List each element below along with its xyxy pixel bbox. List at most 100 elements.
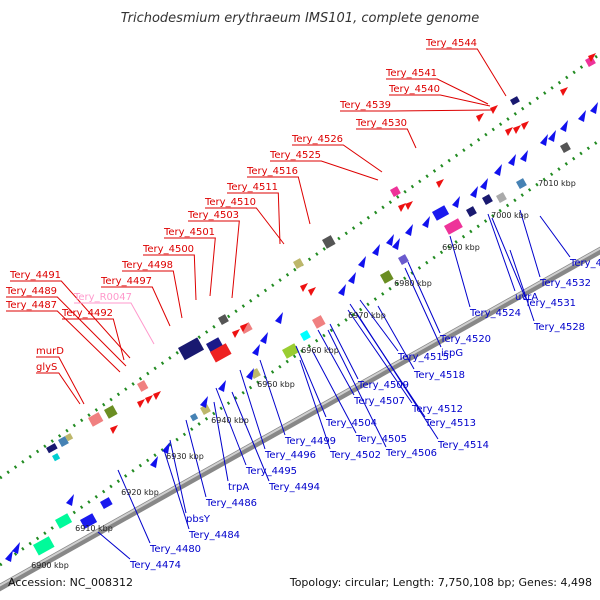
forward-gene-8 (218, 314, 229, 325)
leader-tery_4525 (270, 160, 379, 181)
leader-tery_4503 (188, 220, 240, 299)
reverse-arrow-16 (386, 234, 394, 246)
gene-label-pbsy: pbsY (186, 514, 211, 525)
reverse-gene-13 (516, 178, 527, 189)
leader-tery_4528 (509, 249, 535, 322)
leader-tery_4541 (386, 78, 489, 105)
gene-label-tery_4503: Tery_4503 (187, 210, 239, 221)
leader-tery_4526 (292, 144, 383, 173)
gene-label-tery_4530: Tery_4530 (355, 118, 407, 129)
leader-tery_4510 (205, 207, 285, 245)
leader-tery_4501 (164, 237, 216, 297)
forward-gene-13 (510, 96, 520, 106)
gene-label-tery_4480: Tery_4480 (149, 544, 201, 555)
forward-arrow-8 (308, 287, 316, 296)
forward-gene-15 (58, 436, 69, 447)
gene-label-glys: glyS (36, 362, 57, 373)
forward-arrow-1 (137, 399, 145, 408)
leader-tery_r0047 (74, 302, 155, 345)
reverse-arrow-14 (358, 256, 366, 268)
gene-label-tery_4540: Tery_4540 (388, 84, 440, 95)
reverse-arrow-11 (275, 312, 283, 324)
reverse-arrow-24 (508, 154, 516, 166)
gene-labels: Tery_4544 Tery_4541 Tery_4540 Tery_4539 Tery… (5, 38, 600, 571)
gene-label-tery_r0047: Tery_R0047 (73, 292, 132, 303)
gene-label-tery_4484: Tery_4484 (188, 530, 240, 541)
leader-tery_4505 (311, 349, 357, 434)
reverse-arrow-22 (480, 178, 488, 190)
forward-gene-17 (46, 443, 58, 454)
reverse-arrow-30 (560, 120, 568, 132)
leader-tery_4484 (163, 449, 190, 530)
forward-arrow-2 (145, 395, 153, 404)
gene-label-tery_4510: Tery_4510 (204, 197, 256, 208)
gene-label-tery_4536: Tery_4536 (569, 258, 600, 269)
tick-label-9: 6980 kbp (394, 279, 432, 288)
leader-tery_4544 (426, 48, 507, 97)
forward-gene-3 (137, 380, 149, 392)
reverse-arrow-3 (66, 494, 74, 506)
reverse-gene-7 (311, 315, 326, 329)
gene-label-tery_4520: Tery_4520 (439, 334, 491, 345)
genome-summary-text: Topology: circular; Length: 7,750,108 bp… (289, 576, 592, 589)
gene-label-tery_4515: Tery_4515 (397, 352, 449, 363)
leader-tery_4480 (117, 469, 151, 544)
leader-tery_4491 (10, 280, 131, 359)
forward-arrow-3 (153, 391, 161, 400)
forward-arrow-16 (476, 113, 484, 122)
gene-label-tery_4525: Tery_4525 (269, 150, 321, 161)
leader-ispg (404, 267, 442, 348)
reverse-arrow-18 (405, 224, 413, 236)
leader-tery_4500 (143, 254, 197, 301)
leader-tery_4520 (407, 261, 441, 334)
leader-tery_4498 (122, 270, 183, 319)
reverse-arrow-25 (520, 150, 528, 162)
tick-label-4: 6930 kbp (166, 452, 204, 461)
tick-label-2: 6910 kbp (75, 524, 113, 533)
gene-label-tery_4544: Tery_4544 (425, 38, 477, 49)
leader-tery_4474 (97, 531, 131, 560)
reverse-gene-2 (54, 513, 73, 529)
gene-label-tery_4486: Tery_4486 (205, 498, 257, 509)
forward-arrow-18 (588, 53, 596, 62)
accession-text: Accession: NC_008312 (8, 576, 133, 589)
gene-label-tery_4507: Tery_4507 (353, 396, 405, 407)
tick-label-11: 7000 kbp (491, 211, 529, 220)
leader-tery_4511 (227, 192, 281, 245)
leader-tery_4514 (355, 311, 439, 440)
reverse-arrow-27 (548, 130, 556, 142)
leader-tery_4492 (62, 318, 125, 361)
leader-tery_4487 (6, 310, 121, 373)
backbone-highlight (0, 247, 600, 587)
map-title: Trichodesmium erythraeum IMS101, complet… (121, 11, 480, 26)
forward-arrow-4 (110, 425, 118, 434)
gene-label-tery_4501: Tery_4501 (163, 227, 215, 238)
leader-uvra (487, 213, 516, 292)
upper-dot-line (0, 52, 600, 480)
gene-label-tery_4492: Tery_4492 (61, 308, 113, 319)
forward-gene-2 (104, 405, 118, 419)
leader-tery_4499 (259, 359, 286, 436)
gene-label-tery_4541: Tery_4541 (385, 68, 437, 79)
tick-label-10: 6990 kbp (442, 243, 480, 252)
forward-arrow-17 (560, 87, 568, 96)
reverse-arrow-28 (578, 110, 586, 122)
reverse-gene-6 (300, 330, 311, 341)
reverse-arrow-21 (470, 186, 478, 198)
tick-label-8: 6970 kbp (348, 311, 386, 320)
reverse-gene-11 (466, 206, 477, 217)
leader-tery_4506 (327, 329, 387, 448)
reverse-gene-4 (99, 497, 113, 509)
kbp-tick-labels: 6900 kbp 6910 kbp 6920 kbp 6930 kbp 6940 kbp… (31, 179, 576, 570)
leader-tery_4524 (449, 235, 471, 308)
reverse-arrow-19 (422, 216, 430, 228)
reverse-gene-1 (33, 536, 55, 556)
strand-dot-lines (0, 52, 600, 567)
tick-label-1: 6900 kbp (31, 561, 69, 570)
gene-label-tery_4491: Tery_4491 (9, 270, 61, 281)
forward-gene-14 (585, 56, 596, 67)
leader-murd (36, 356, 85, 405)
gene-label-tery_4531: Tery_4531 (524, 298, 576, 309)
forward-arrow-7 (300, 283, 308, 292)
